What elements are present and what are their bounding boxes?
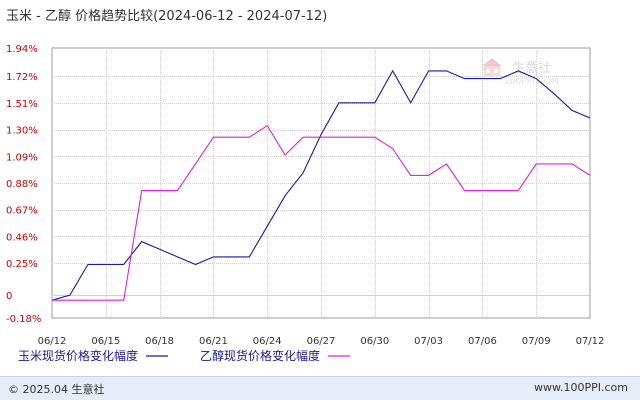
footer-bar: © 2025.04 生意社 www.100PPI.com bbox=[0, 376, 640, 400]
y-tick-label: 0.25% bbox=[6, 259, 38, 270]
y-tick-label: 0 bbox=[6, 291, 12, 302]
series-lines bbox=[51, 69, 591, 301]
legend-label-2: 乙醇现货价格变化幅度 bbox=[200, 348, 320, 363]
footer-url[interactable]: www.100PPI.com bbox=[534, 381, 628, 394]
x-tick-label: 06/15 bbox=[91, 336, 120, 347]
y-axis: 1.94% 1.72% 1.51% 1.30% 1.09% 0.88% 0.67% 0.46%… bbox=[6, 44, 41, 325]
y-tick-label: 1.30% bbox=[6, 126, 38, 137]
y-tick-label: -0.18% bbox=[6, 314, 41, 325]
footer-copyright: © 2025.04 生意社 bbox=[8, 383, 105, 396]
chart-svg: 生意社 100PPI.COM 1.94% 1.72% 1.51% 1.30% 1.09%… bbox=[6, 8, 605, 363]
watermark-logo-icon bbox=[482, 58, 502, 76]
x-tick-label: 06/21 bbox=[199, 336, 228, 347]
x-tick-label: 07/06 bbox=[468, 336, 497, 347]
y-tick-label: 0.46% bbox=[6, 232, 38, 243]
series-line-1 bbox=[51, 69, 591, 301]
chart-title: 玉米 - 乙醇 价格趋势比较(2024-06-12 - 2024-07-12) bbox=[6, 8, 327, 24]
x-tick-label: 06/24 bbox=[253, 336, 282, 347]
series-line-2 bbox=[52, 124, 591, 301]
x-tick-label: 06/18 bbox=[145, 336, 174, 347]
watermark-brand: 生意社 bbox=[512, 60, 551, 76]
legend-label-1: 玉米现货价格变化幅度 bbox=[18, 348, 138, 363]
x-tick-label: 07/03 bbox=[414, 336, 443, 347]
x-tick-label: 07/09 bbox=[522, 336, 551, 347]
x-tick-label: 06/12 bbox=[38, 336, 67, 347]
watermark-site: 100PPI.COM bbox=[504, 77, 559, 87]
legend: 玉米现货价格变化幅度 乙醇现货价格变化幅度 bbox=[18, 348, 351, 363]
x-tick-label: 07/12 bbox=[576, 336, 605, 347]
y-tick-label: 1.94% bbox=[6, 44, 38, 55]
y-tick-label: 1.72% bbox=[6, 72, 38, 83]
x-tick-label: 06/30 bbox=[360, 336, 389, 347]
y-tick-label: 1.51% bbox=[6, 99, 38, 110]
y-tick-label: 0.88% bbox=[6, 179, 38, 190]
grid-lines bbox=[52, 48, 591, 319]
x-tick-label: 06/27 bbox=[307, 336, 336, 347]
x-axis: 06/12 06/15 06/18 06/21 06/24 06/27 06/30 07/03… bbox=[38, 336, 605, 347]
y-tick-label: 1.09% bbox=[6, 152, 38, 163]
y-tick-label: 0.67% bbox=[6, 206, 38, 217]
